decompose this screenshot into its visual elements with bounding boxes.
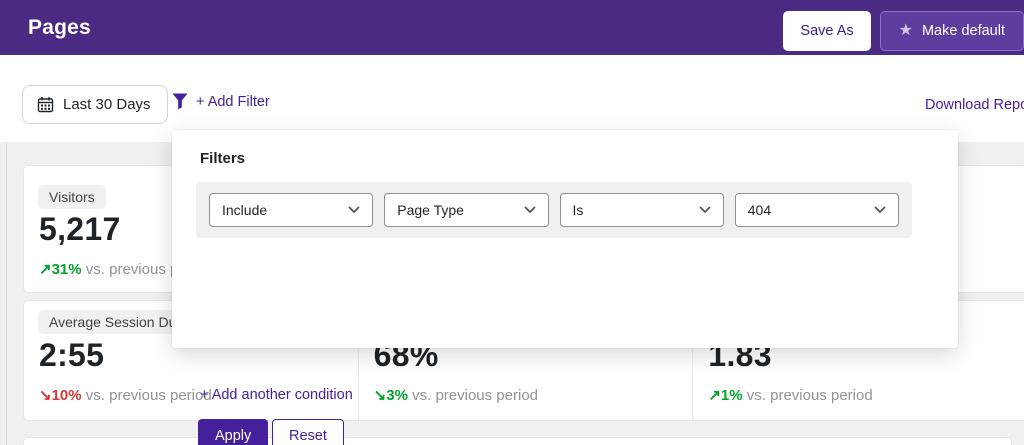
admin-menu-edge-divider (6, 142, 7, 445)
trend-down-arrow-icon: ↘ (373, 387, 387, 404)
metric-change-68pct: ↘3% vs. previous period (374, 386, 538, 404)
trend-up-arrow-icon: ↗ (708, 387, 721, 404)
metric-change-pct: 3% (386, 387, 408, 404)
filter-funnel-icon (172, 93, 188, 110)
filter-value-select[interactable]: 404 (734, 193, 899, 227)
page-header: Pages Save As ★ Make default (0, 0, 1024, 55)
popup-footer: Apply Reset (172, 260, 958, 445)
star-icon: ★ (898, 22, 913, 39)
compare-period-label: vs. previous period (746, 387, 873, 404)
filters-popup: Filters Include Page Type Is 404 (172, 130, 958, 445)
filter-operator-select[interactable]: Include (209, 193, 374, 227)
download-report-link[interactable]: Download Report (925, 97, 1024, 113)
metric-change-pct: 10% (51, 387, 82, 404)
add-another-condition-link[interactable]: + Add another condition (200, 387, 353, 403)
metric-change-183: ↗1% vs. previous period (708, 386, 872, 404)
chevron-down-icon (874, 206, 886, 214)
metric-change-pct: 1% (720, 387, 743, 404)
apply-button[interactable]: Apply (198, 419, 269, 445)
trend-up-arrow-icon: ↗ (39, 261, 52, 278)
metric-value-session-duration: 2:55 (39, 337, 105, 373)
filter-value-value: 404 (747, 202, 772, 218)
compare-period-label: vs. previous period (85, 387, 212, 404)
page-title: Pages (28, 15, 91, 39)
filter-comparison-value: Is (572, 202, 584, 218)
compare-period-label: vs. previous period (412, 387, 539, 404)
chevron-down-icon (348, 206, 360, 214)
make-default-label: Make default (921, 23, 1005, 39)
filter-comparison-select[interactable]: Is (559, 193, 724, 227)
trend-down-arrow-icon: ↘ (39, 387, 52, 404)
header-actions: Save As ★ Make default (783, 11, 1024, 51)
reset-button[interactable]: Reset (272, 419, 344, 445)
metric-label-visitors: Visitors (38, 185, 106, 209)
filter-field-select[interactable]: Page Type (384, 193, 549, 227)
toolbar: Last 30 Days + Add Filter Download Repor… (0, 55, 1024, 142)
next-panel-top-edge (23, 437, 1012, 445)
chevron-down-icon (524, 206, 536, 214)
chevron-down-icon (699, 206, 711, 214)
filter-operator-value: Include (222, 202, 268, 218)
filters-popup-title: Filters (200, 150, 246, 167)
save-as-button[interactable]: Save As (783, 11, 871, 51)
metric-change-session-duration: ↘10% vs. previous period (39, 386, 212, 404)
filter-condition-row: Include Page Type Is 404 (196, 182, 912, 238)
metric-value-visitors: 5,217 (39, 211, 121, 247)
make-default-button[interactable]: ★ Make default (879, 11, 1024, 51)
date-range-button[interactable]: Last 30 Days (22, 85, 168, 124)
add-filter-button[interactable]: + Add Filter (172, 93, 270, 110)
metric-change-pct: 31% (51, 261, 82, 278)
add-filter-label: + Add Filter (196, 93, 270, 110)
calendar-icon (37, 96, 54, 113)
filter-field-value: Page Type (397, 202, 464, 218)
date-range-label: Last 30 Days (63, 96, 151, 113)
